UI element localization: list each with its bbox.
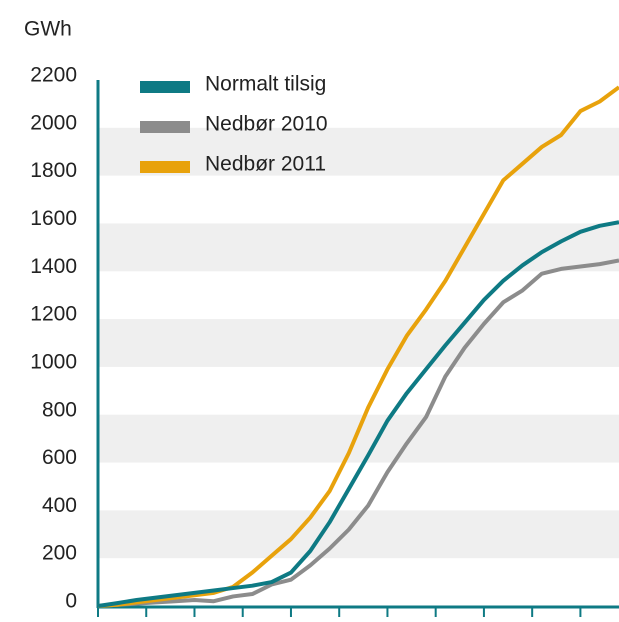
- legend-label: Nedbør 2011: [205, 153, 326, 176]
- legend-swatch: [140, 81, 190, 93]
- grid-band: [98, 319, 619, 367]
- y-tick-label: 2200: [30, 64, 77, 87]
- y-tick-label: 400: [42, 494, 77, 517]
- y-tick-label: 1800: [30, 159, 77, 182]
- series-line: [97, 258, 619, 608]
- y-tick-label: 0: [65, 590, 77, 613]
- legend-label: Nedbør 2010: [205, 113, 328, 136]
- series-line: [97, 220, 619, 608]
- y-tick-label: 1600: [30, 207, 77, 230]
- legend-label: Normalt tilsig: [205, 73, 326, 96]
- y-tick-label: 1200: [30, 303, 77, 326]
- grid-band: [98, 414, 619, 463]
- y-tick-label: 600: [42, 446, 77, 469]
- y-tick-label: 1000: [30, 350, 77, 373]
- legend-swatch: [140, 161, 190, 173]
- series-line: [97, 85, 619, 608]
- grid-band: [98, 223, 619, 272]
- y-tick-label: 2000: [30, 111, 77, 134]
- y-tick-label: 200: [42, 542, 77, 565]
- y-tick-label: 1400: [30, 255, 77, 278]
- legend-swatch: [140, 121, 190, 133]
- y-axis-label: GWh: [24, 18, 72, 41]
- y-tick-label: 800: [42, 398, 77, 421]
